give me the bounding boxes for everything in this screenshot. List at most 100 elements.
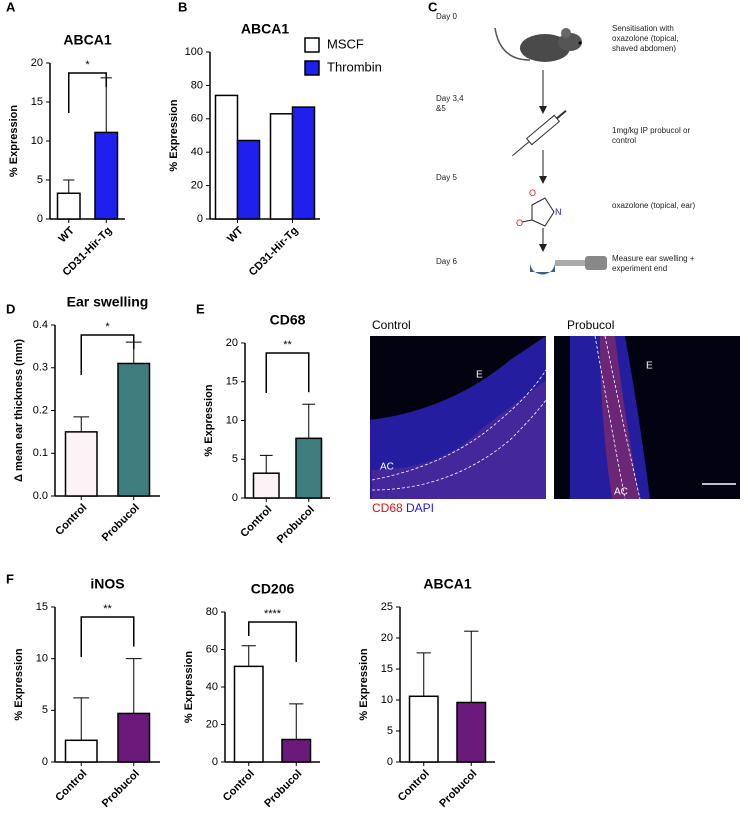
- y-tick-label: 10: [226, 414, 238, 426]
- protocol-day: Day 3,4 &5: [436, 94, 464, 113]
- region-label: E: [476, 370, 483, 381]
- y-tick-label: 80: [206, 606, 218, 618]
- protocol-step: 1mg/kg IP probucol or control: [612, 126, 691, 145]
- y-tick-label: 0.0: [33, 490, 48, 502]
- protocol-diagram: [494, 27, 607, 275]
- panel-label: D: [6, 301, 15, 316]
- bar: [56, 192, 81, 220]
- y-axis-label: % Expression: [358, 648, 370, 720]
- x-tick-label: WT: [56, 224, 77, 245]
- micrograph-title: Probucol: [567, 318, 614, 332]
- y-tick-label: 15: [31, 96, 43, 108]
- bar: [117, 362, 151, 497]
- bar: [291, 106, 316, 220]
- y-tick-label: 0.3: [33, 362, 48, 374]
- y-tick-label: 0: [232, 492, 238, 504]
- y-tick-label: 5: [37, 174, 43, 186]
- x-tick-label: Probucol: [262, 768, 304, 810]
- protocol-day: Day 0: [436, 12, 457, 21]
- legend-swatch: [304, 60, 320, 76]
- x-tick-label: Probucol: [437, 768, 479, 810]
- chart-title: ABCA1: [423, 576, 471, 592]
- y-tick-label: 5: [387, 725, 393, 737]
- bar: [252, 472, 280, 499]
- significance-label: ****: [264, 608, 282, 620]
- chart-title: Ear swelling: [67, 294, 149, 310]
- y-tick-label: 10: [36, 653, 48, 665]
- y-tick-label: 60: [206, 643, 218, 655]
- y-tick-label: 5: [232, 453, 238, 465]
- bar: [236, 139, 261, 220]
- protocol-step: oxazolone (topical, ear): [612, 201, 696, 210]
- bar: [214, 94, 239, 220]
- x-tick-label: Control: [221, 768, 257, 804]
- bar: [269, 113, 294, 220]
- y-axis-label: % Expression: [203, 384, 215, 456]
- region-label: AC: [380, 462, 394, 473]
- protocol-day: Day 5: [436, 173, 457, 182]
- x-tick-label: Probucol: [275, 504, 317, 546]
- x-tick-label: Control: [396, 768, 432, 804]
- y-tick-label: 10: [31, 135, 43, 147]
- y-axis-label: % Expression: [168, 99, 180, 171]
- bar: [281, 738, 312, 763]
- y-tick-label: 10: [381, 694, 393, 706]
- bar: [233, 665, 264, 763]
- y-tick-label: 40: [206, 681, 218, 693]
- protocol-step: Measure ear swelling + experiment end: [612, 254, 695, 273]
- region-label: AC: [614, 487, 628, 498]
- y-axis-label: % Expression: [13, 648, 25, 720]
- stain-legend: CD68: [372, 501, 403, 515]
- legend-swatch: [304, 37, 320, 53]
- y-tick-label: 15: [226, 376, 238, 388]
- y-tick-label: 20: [226, 337, 238, 349]
- chart-title: iNOS: [90, 576, 124, 592]
- y-tick-label: 0: [37, 213, 43, 225]
- significance-bracket: [80, 334, 135, 375]
- legend-label: Thrombin: [327, 59, 382, 74]
- y-tick-label: 0.4: [33, 319, 48, 331]
- y-tick-label: 15: [36, 601, 48, 613]
- micrograph-title: Control: [372, 318, 411, 332]
- y-tick-label: 40: [191, 146, 203, 158]
- y-tick-label: 0.2: [33, 404, 48, 416]
- y-tick-label: 0: [212, 756, 218, 768]
- significance-label: **: [283, 339, 292, 351]
- panel-label: E: [196, 301, 205, 316]
- protocol-step: Sensitisation with oxazolone (topical, s…: [612, 24, 679, 53]
- significance-label: *: [105, 321, 110, 333]
- region-label: E: [646, 361, 653, 372]
- significance-bracket: [68, 72, 107, 113]
- chart-title: CD68: [270, 312, 306, 328]
- y-tick-label: 20: [206, 718, 218, 730]
- y-tick-label: 0.1: [33, 447, 48, 459]
- chart-title: ABCA1: [63, 32, 111, 48]
- bar: [94, 131, 119, 220]
- y-axis-label: Δ mean ear thickness (mm): [13, 339, 25, 482]
- legend-label: MSCF: [327, 36, 364, 51]
- molecule-atom: N: [555, 207, 562, 217]
- panel-label: A: [6, 0, 16, 14]
- y-tick-label: 20: [381, 632, 393, 644]
- x-tick-label: Probucol: [100, 502, 142, 544]
- molecule-atom: O: [529, 188, 537, 198]
- protocol-day: Day 6: [436, 257, 457, 266]
- bar: [295, 437, 323, 499]
- y-tick-label: 100: [185, 46, 203, 58]
- significance-bracket: [265, 352, 310, 393]
- chart-title: ABCA1: [241, 21, 289, 37]
- panel-label: F: [6, 571, 14, 586]
- bar: [408, 695, 439, 763]
- chart-title: CD206: [251, 581, 295, 597]
- y-axis-label: % Expression: [183, 651, 195, 723]
- significance-bracket: [80, 616, 135, 657]
- bar: [117, 712, 151, 763]
- y-tick-label: 60: [191, 113, 203, 125]
- y-tick-label: 0: [42, 756, 48, 768]
- x-tick-label: WT: [225, 224, 246, 245]
- significance-label: *: [85, 59, 90, 71]
- panel-label: B: [178, 0, 187, 14]
- significance-bracket: [248, 621, 297, 662]
